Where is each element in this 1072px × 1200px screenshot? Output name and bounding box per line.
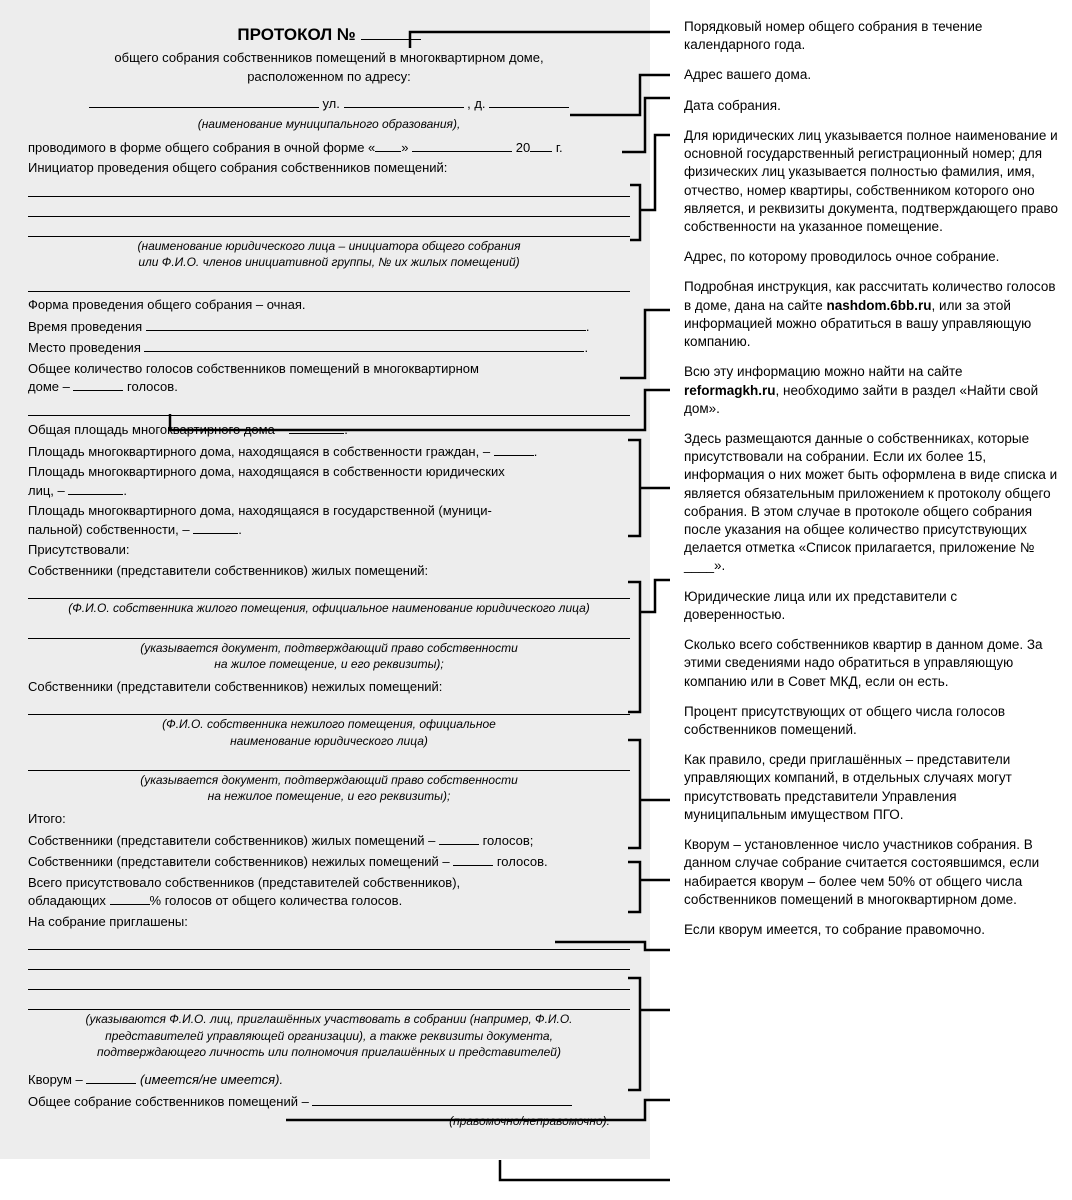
doc-res-hint: (указывается документ, подтверждающий пр… [28,640,630,672]
total-res: Собственники (представители собственнико… [28,831,630,850]
invited-hint: (указываются Ф.И.О. лиц, приглашённых уч… [28,1011,630,1060]
form-column: ПРОТОКОЛ № общего собрания собственников… [0,0,650,1159]
anno-5: Адрес, по которому проводилось очное соб… [684,248,1060,266]
anno-8: Здесь размещаются данные о собственниках… [684,430,1060,576]
form-type: Форма проведения общего собрания – очная… [28,296,630,314]
blank-line [28,583,630,599]
area-state: Площадь многоквартирного дома, находящая… [28,502,630,538]
meeting-status: Общее собрание собственников помещений – [28,1092,630,1111]
address-line: ул. , д. [28,94,630,113]
blank-line [28,699,630,715]
initiator-hint: (наименование юридического лица – инициа… [28,238,630,270]
anno-3: Дата собрания. [684,97,1060,115]
blank-line [28,755,630,771]
doc-nonres-hint: (указывается документ, подтверждающий пр… [28,772,630,804]
quorum-line: Кворум – (имеется/не имеется). [28,1070,630,1089]
owners-nonres-label: Собственники (представители собственнико… [28,678,630,696]
municipality-hint: (наименование муниципального образования… [28,116,630,132]
area-total: Общая площадь многоквартирного дома – . [28,420,630,439]
area-citizens: Площадь многоквартирного дома, находящая… [28,442,630,461]
owners-res-label: Собственники (представители собственнико… [28,562,630,580]
blank-line [28,954,630,970]
blank-line [28,623,630,639]
present-total: Всего присутствовало собственников (пред… [28,874,630,910]
invited-label: На собрание приглашены: [28,913,630,931]
place-line: Место проведения . [28,338,630,357]
blank-line [28,201,630,217]
blank-line [28,400,630,416]
meeting-status-hint: (правомочно/неправомочно). [28,1113,630,1129]
total-label: Итого: [28,810,630,828]
anno-12: Как правило, среди приглашённых – предст… [684,751,1060,824]
anno-1: Порядковый номер общего собрания в течен… [684,18,1060,54]
anno-13: Кворум – установленное число участников … [684,836,1060,909]
protocol-number-blank [361,26,421,40]
date-line: проводимого в форме общего собрания в оч… [28,138,630,157]
anno-7: Всю эту информацию можно найти на сайте … [684,363,1060,418]
subtitle-1: общего собрания собственников помещений … [28,49,630,67]
anno-9: Юридические лица или их представители с … [684,588,1060,624]
anno-4: Для юридических лиц указывается полное н… [684,127,1060,236]
anno-14: Если кворум имеется, то собрание правомо… [684,921,1060,939]
blank-line [28,181,630,197]
blank-line [28,276,630,292]
anno-11: Процент присутствующих от общего числа г… [684,703,1060,739]
anno-6: Подробная инструкция, как рассчитать кол… [684,278,1060,351]
protocol-title: ПРОТОКОЛ № [28,24,630,47]
total-nonres: Собственники (представители собственнико… [28,852,630,871]
initiator-label: Инициатор проведения общего собрания соб… [28,159,630,177]
anno-2: Адрес вашего дома. [684,66,1060,84]
votes-total: Общее количество голосов собственников п… [28,360,630,396]
blank-line [28,221,630,237]
present-label: Присутствовали: [28,541,630,559]
anno-10: Сколько всего собственников квартир в да… [684,636,1060,691]
owner-res-hint: (Ф.И.О. собственника жилого помещения, о… [28,600,630,616]
owner-nonres-hint: (Ф.И.О. собственника нежилого помещения,… [28,716,630,748]
blank-line [28,994,630,1010]
annotation-column: Порядковый номер общего собрания в течен… [650,0,1072,1159]
blank-line [28,934,630,950]
area-legal: Площадь многоквартирного дома, находящая… [28,463,630,499]
time-line: Время проведения . [28,317,630,336]
subtitle-2: расположенном по адресу: [28,68,630,86]
title-text: ПРОТОКОЛ № [237,25,356,44]
blank-line [28,974,630,990]
